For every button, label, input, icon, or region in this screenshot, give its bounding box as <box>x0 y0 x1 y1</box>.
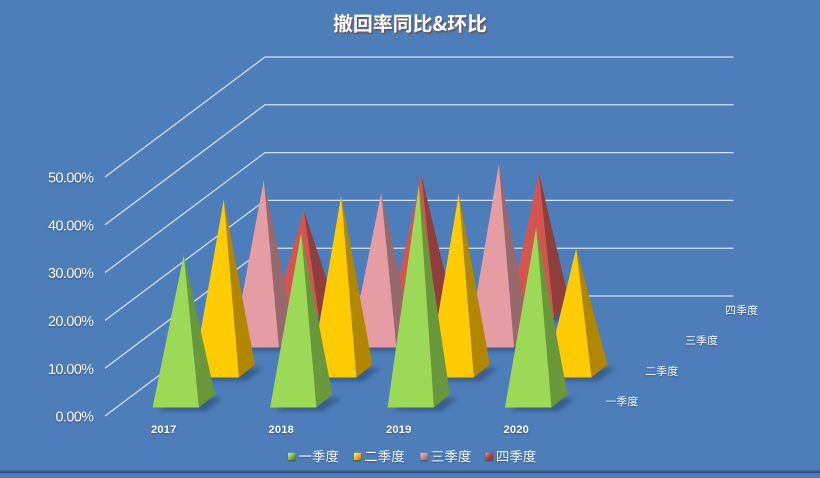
svg-text:2017: 2017 <box>151 424 176 436</box>
svg-text:40.00%: 40.00% <box>48 218 94 234</box>
svg-text:50.00%: 50.00% <box>48 171 94 187</box>
svg-text:2020: 2020 <box>503 424 528 436</box>
svg-text:2018: 2018 <box>268 424 293 436</box>
svg-text:10.00%: 10.00% <box>48 362 94 378</box>
svg-text:2019: 2019 <box>386 424 411 436</box>
svg-text:0.00%: 0.00% <box>55 410 94 426</box>
svg-text:20.00%: 20.00% <box>48 314 94 330</box>
svg-text:30.00%: 30.00% <box>48 266 94 282</box>
